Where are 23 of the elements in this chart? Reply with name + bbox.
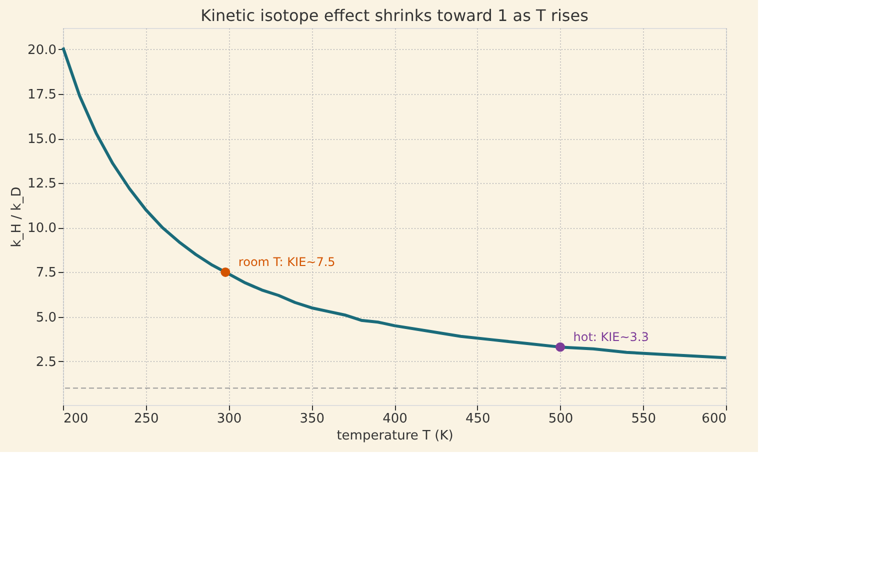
x-tick-label: 300 [216,412,242,426]
x-tick-label: 450 [465,412,490,426]
y-tick-label: 5.0 [36,310,56,326]
x-tick-label: 600 [702,412,726,426]
y-axis-title: k_H / k_D [10,186,25,248]
x-tick-label: 250 [134,412,159,426]
annotation: room T: KIE~7.5 [238,255,336,270]
chart-title: Kinetic isotope effect shrinks toward 1 as T rises [200,6,588,25]
x-tick-label: 400 [382,412,408,426]
x-tick-label: 550 [631,412,656,426]
y-tick-label: 10.0 [28,221,56,236]
annotation: hot: KIE~3.3 [573,330,649,344]
x-tick-label: 350 [300,412,325,426]
y-tick-label: 20.0 [28,42,56,58]
line-series [62,46,728,360]
x-tick-label: 500 [548,412,574,426]
y-tick-label: 2.5 [36,354,56,370]
y-tick-label: 15.0 [28,132,56,148]
y-tick-label: 17.5 [28,87,56,102]
x-tick-label: 200 [64,412,88,426]
x-axis-title: temperature T (K) [336,428,454,444]
y-tick-label: 12.5 [28,176,56,192]
y-tick-label: 7.5 [36,266,56,281]
